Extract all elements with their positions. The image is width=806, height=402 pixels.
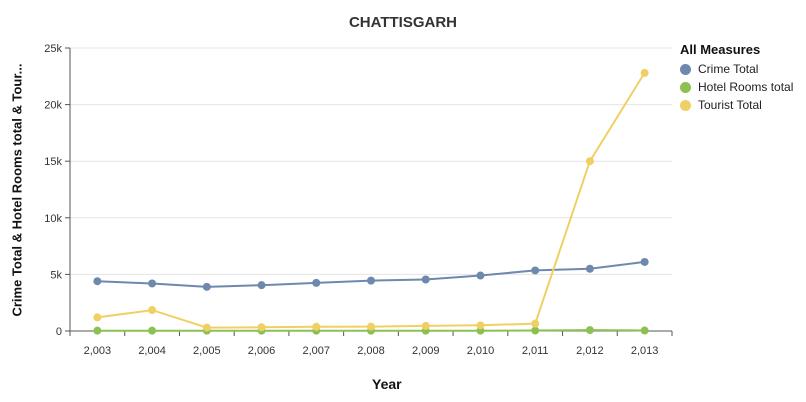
data-point bbox=[93, 277, 102, 286]
y-tick-label: 0 bbox=[56, 326, 62, 338]
x-tick-label: 2,010 bbox=[467, 345, 495, 357]
data-point bbox=[585, 326, 594, 335]
data-point bbox=[148, 306, 157, 315]
data-point bbox=[476, 271, 485, 280]
legend-swatch bbox=[680, 81, 691, 93]
data-point bbox=[202, 282, 211, 291]
legend-item[interactable]: Crime Total bbox=[680, 60, 793, 78]
y-tick-label: 10k bbox=[44, 213, 62, 225]
x-tick-label: 2,006 bbox=[248, 345, 276, 357]
data-point bbox=[640, 257, 649, 266]
legend-label: Hotel Rooms total bbox=[698, 80, 794, 94]
x-tick-label: 2,012 bbox=[576, 345, 604, 357]
chart-title: CHATTISGARH bbox=[348, 14, 458, 31]
data-point bbox=[585, 264, 594, 273]
legend: All Measures Crime Total Hotel Rooms tota… bbox=[680, 42, 793, 114]
legend-title: All Measures bbox=[680, 42, 761, 57]
x-tick-label: 2,005 bbox=[193, 345, 221, 357]
data-point bbox=[257, 281, 266, 290]
x-axis-label: Year bbox=[372, 376, 402, 392]
x-tick-label: 2,008 bbox=[357, 345, 385, 357]
data-point bbox=[93, 313, 102, 322]
x-tick-label: 2,007 bbox=[303, 345, 331, 357]
series-lines bbox=[97, 72, 646, 332]
data-point bbox=[421, 275, 430, 284]
legend-item[interactable]: Hotel Rooms total bbox=[680, 78, 793, 96]
legend-label: Tourist Total bbox=[698, 98, 762, 112]
data-point bbox=[148, 326, 157, 335]
y-tick-label: 5k bbox=[50, 269, 62, 281]
data-point bbox=[531, 266, 540, 275]
data-point bbox=[312, 322, 321, 331]
data-points bbox=[93, 68, 649, 335]
data-point bbox=[93, 326, 102, 335]
series-line-2 bbox=[97, 72, 646, 329]
x-tick-label: 2,003 bbox=[84, 345, 112, 357]
gridlines bbox=[70, 47, 672, 275]
x-tick-label: 2,004 bbox=[138, 345, 166, 357]
data-point bbox=[367, 276, 375, 285]
x-tick-label: 2,011 bbox=[522, 345, 549, 357]
x-tick-label: 2,009 bbox=[412, 345, 440, 357]
data-point bbox=[640, 326, 649, 335]
data-point bbox=[585, 157, 594, 166]
data-point bbox=[202, 323, 211, 332]
data-point bbox=[421, 321, 430, 330]
data-point bbox=[531, 319, 540, 328]
data-point bbox=[312, 278, 321, 287]
data-point bbox=[531, 326, 540, 335]
legend-swatch bbox=[680, 63, 691, 75]
data-point bbox=[476, 321, 485, 330]
data-point bbox=[148, 279, 157, 288]
x-tick-label: 2,013 bbox=[631, 345, 659, 357]
legend-swatch bbox=[680, 99, 691, 111]
y-tick-label: 20k bbox=[44, 100, 62, 112]
data-point bbox=[257, 323, 266, 332]
data-point bbox=[640, 68, 649, 77]
legend-item[interactable]: Tourist Total bbox=[680, 96, 793, 114]
y-tick-label: 25k bbox=[44, 43, 62, 55]
y-tick-label: 15k bbox=[44, 156, 62, 168]
data-point bbox=[367, 322, 375, 331]
legend-label: Crime Total bbox=[698, 62, 759, 76]
